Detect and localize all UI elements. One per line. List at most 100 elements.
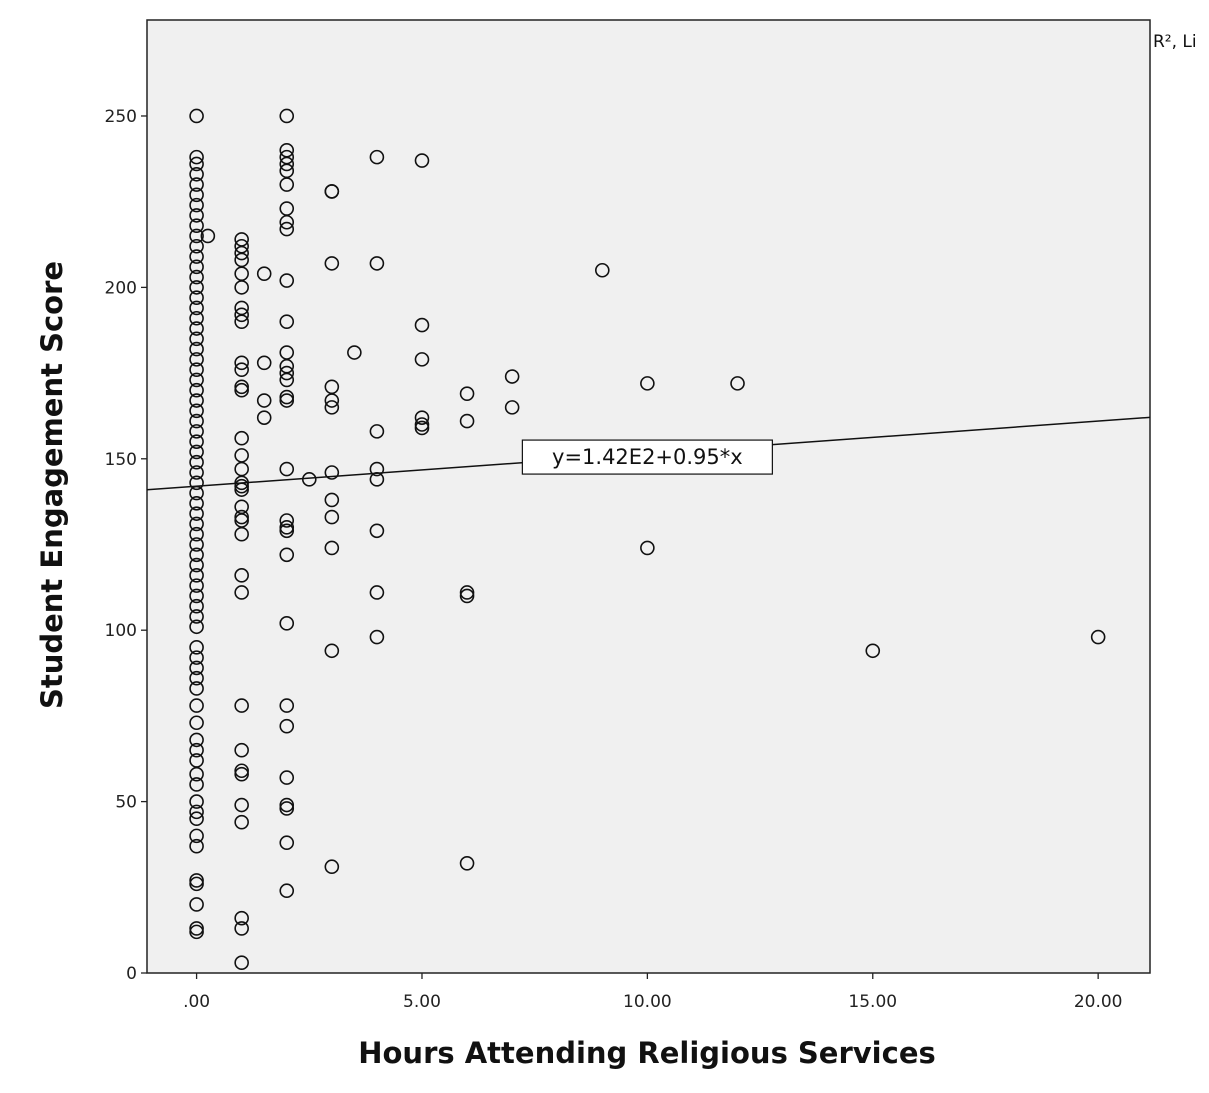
data-point: [459, 588, 475, 604]
data-point: [189, 372, 204, 388]
data-point: [189, 166, 204, 182]
data-point: [279, 718, 295, 734]
data-point: [189, 715, 204, 731]
data-point: [279, 108, 295, 124]
y-tick-label: 50: [115, 793, 137, 813]
legend-cut-text: R², Li: [1153, 32, 1197, 52]
data-point: [189, 897, 204, 912]
data-point: [279, 461, 295, 477]
data-point: [369, 629, 385, 645]
data-point: [279, 547, 295, 563]
data-point: [279, 883, 295, 899]
data-point: [279, 698, 295, 713]
data-point: [256, 393, 272, 408]
data-point: [189, 280, 204, 295]
data-point: [414, 420, 430, 436]
data-point: [414, 317, 430, 333]
data-point: [189, 804, 204, 820]
data-point: [189, 766, 204, 782]
data-point: [189, 300, 204, 316]
data-point: [459, 413, 475, 429]
data-point: [189, 732, 204, 748]
data-point: [189, 187, 204, 203]
data-point: [369, 149, 385, 165]
data-point: [279, 221, 295, 237]
x-tick-label: 15.00: [848, 992, 897, 1012]
data-point: [189, 537, 204, 552]
data-point: [189, 650, 204, 665]
x-tick-label: 10.00: [623, 992, 672, 1012]
data-point: [504, 400, 520, 415]
data-point: [279, 513, 295, 528]
data-point: [234, 245, 249, 261]
data-point: [459, 856, 475, 871]
data-point: [189, 382, 204, 398]
data-point: [234, 382, 249, 398]
data-point: [189, 811, 204, 827]
data-point: [234, 921, 249, 936]
data-point: [234, 526, 249, 542]
data-point: [324, 465, 340, 480]
data-point: [189, 873, 204, 888]
data-point: [234, 478, 249, 494]
data-point: [189, 310, 204, 326]
data-point: [189, 777, 204, 792]
data-point: [189, 598, 204, 614]
y-axis-title: Student Engagement Score: [35, 261, 69, 709]
x-axis-title: Hours Attending Religious Services: [358, 1036, 936, 1070]
data-point: [256, 266, 272, 281]
data-point: [189, 434, 204, 449]
data-point: [189, 362, 204, 377]
data-point: [200, 228, 216, 244]
data-point: [279, 177, 295, 192]
data-point: [189, 108, 204, 124]
data-point: [189, 516, 204, 532]
data-point: [279, 389, 295, 405]
data-point: [189, 526, 204, 542]
data-point: [324, 256, 340, 271]
data-point: [234, 379, 249, 395]
data-point: [189, 413, 204, 429]
data-point: [279, 273, 295, 288]
data-point: [189, 588, 204, 604]
data-point: [369, 523, 385, 539]
data-point: [504, 369, 520, 384]
data-point: [279, 770, 295, 785]
data-point: [369, 424, 385, 439]
data-point: [189, 557, 204, 573]
data-point: [189, 393, 204, 408]
data-point: [279, 523, 295, 539]
data-point: [324, 509, 340, 525]
data-point: [189, 660, 204, 676]
data-point: [414, 153, 430, 168]
data-point: [189, 341, 204, 357]
data-point: [189, 924, 204, 940]
data-point: [189, 290, 204, 305]
data-point: [189, 578, 204, 593]
data-point: [189, 640, 204, 655]
data-point: [189, 475, 204, 491]
data-point: [189, 228, 204, 244]
data-point: [279, 393, 295, 408]
data-point: [234, 568, 249, 583]
y-tick-label: 100: [105, 621, 137, 641]
data-point: [189, 465, 204, 480]
data-point: [189, 838, 204, 854]
data-point: [189, 921, 204, 936]
x-tick-label: 20.00: [1074, 992, 1123, 1012]
data-point: [234, 307, 249, 323]
data-point: [324, 393, 340, 408]
data-point: [414, 410, 430, 425]
data-point: [189, 197, 204, 213]
data-point: [189, 444, 204, 460]
data-point: [189, 742, 204, 758]
data-point: [414, 352, 430, 367]
data-point: [730, 376, 745, 391]
data-point: [234, 797, 249, 813]
data-point: [234, 814, 249, 830]
data-point: [459, 585, 475, 600]
data-point: [301, 472, 317, 487]
data-point: [256, 355, 272, 371]
data-point: [234, 742, 249, 758]
data-point: [347, 345, 362, 360]
